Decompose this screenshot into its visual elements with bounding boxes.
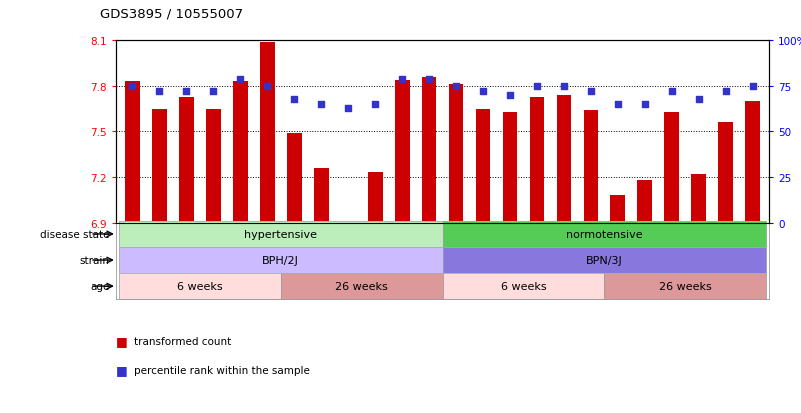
Text: transformed count: transformed count — [134, 336, 231, 346]
Text: disease state: disease state — [40, 229, 110, 240]
Point — [368, 102, 381, 108]
Point — [396, 76, 409, 83]
Bar — [529, 97, 545, 223]
Point — [719, 89, 732, 95]
Text: normotensive: normotensive — [566, 229, 642, 240]
Bar — [395, 81, 409, 223]
Point — [557, 83, 570, 90]
Point — [126, 83, 139, 90]
Point — [342, 105, 355, 112]
Bar — [314, 169, 328, 223]
Text: 26 weeks: 26 weeks — [336, 281, 388, 292]
Text: ■: ■ — [116, 363, 128, 376]
Text: age: age — [91, 281, 110, 292]
Point — [477, 89, 489, 95]
Point — [234, 76, 247, 83]
Bar — [476, 109, 490, 223]
Point — [585, 89, 598, 95]
Point — [423, 76, 436, 83]
Bar — [718, 123, 733, 223]
Bar — [638, 180, 652, 223]
Bar — [287, 134, 302, 223]
Point — [207, 89, 219, 95]
Text: BPN/3J: BPN/3J — [586, 255, 623, 266]
Point — [288, 96, 300, 103]
Point — [638, 102, 651, 108]
Point — [530, 83, 543, 90]
Bar — [340, 221, 356, 223]
Bar — [152, 109, 167, 223]
Point — [449, 83, 462, 90]
Bar — [421, 78, 437, 223]
Bar — [368, 173, 383, 223]
Text: strain: strain — [79, 255, 110, 266]
Text: 6 weeks: 6 weeks — [177, 281, 223, 292]
Point — [504, 93, 517, 99]
Bar — [583, 111, 598, 223]
Bar — [691, 175, 706, 223]
Text: ■: ■ — [116, 334, 128, 347]
Text: 26 weeks: 26 weeks — [659, 281, 712, 292]
Text: percentile rank within the sample: percentile rank within the sample — [134, 365, 310, 375]
Text: 6 weeks: 6 weeks — [501, 281, 546, 292]
Bar — [233, 82, 248, 223]
Bar — [502, 112, 517, 223]
Text: hypertensive: hypertensive — [244, 229, 317, 240]
Bar — [206, 109, 221, 223]
Bar — [449, 85, 464, 223]
Bar — [125, 82, 139, 223]
Point — [611, 102, 624, 108]
Text: BPH/2J: BPH/2J — [262, 255, 299, 266]
Point — [692, 96, 705, 103]
Bar — [260, 43, 275, 223]
Bar — [610, 196, 626, 223]
Point — [315, 102, 328, 108]
Point — [747, 83, 759, 90]
Bar — [557, 96, 571, 223]
Bar — [179, 97, 194, 223]
Point — [666, 89, 678, 95]
Bar — [664, 112, 679, 223]
Point — [180, 89, 193, 95]
Bar — [746, 102, 760, 223]
Point — [261, 83, 274, 90]
Point — [153, 89, 166, 95]
Text: GDS3895 / 10555007: GDS3895 / 10555007 — [100, 8, 244, 21]
